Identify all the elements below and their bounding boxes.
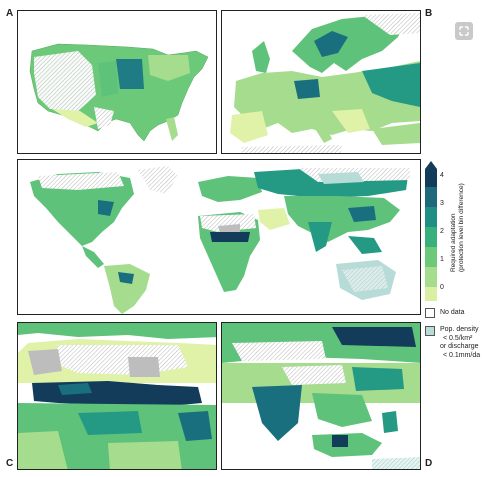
colorbar-title-line2: (protection level bin difference) (457, 183, 465, 272)
colorbar-tick-0: 0 (440, 284, 444, 291)
europe-africa-hatch (242, 145, 342, 153)
europe-north-hatch (362, 13, 420, 35)
africa-east-dark (178, 411, 212, 441)
europe-germany-dark (294, 79, 320, 99)
europe-italy (310, 111, 332, 143)
world-north-america (30, 172, 134, 246)
no-data-label: No data (440, 309, 465, 316)
europe-iberia (230, 111, 268, 143)
world-china-dark (348, 206, 376, 222)
usa-southwest-light (52, 109, 98, 127)
no-data-swatch (425, 308, 435, 318)
asia-map (222, 323, 420, 469)
usa-mississippi-dark (116, 59, 144, 89)
usa-map (29, 43, 209, 142)
usa-west-hatched (34, 51, 96, 111)
world-siberia-sparse (318, 172, 364, 184)
usa-texas-hatch (94, 107, 114, 129)
africa-south-light (108, 441, 182, 469)
europe-balkans (332, 109, 370, 133)
africa-sahel-dark (32, 381, 202, 407)
panel-usa-map (17, 10, 217, 154)
colorbar-gradient (425, 161, 437, 301)
expand-button[interactable] (455, 22, 473, 40)
colorbar-title: Required adaptation (protection level bi… (450, 183, 465, 272)
europe-east-teal (362, 63, 420, 107)
europe-turkey (372, 123, 420, 145)
africa-europe-top (18, 323, 216, 339)
asia-china-dark (352, 367, 404, 391)
world-sahara-hatch (200, 214, 256, 232)
world-central-america (82, 246, 104, 268)
asia-australia-sparse (372, 457, 420, 469)
colorbar-tick-3: 3 (440, 200, 444, 207)
sparse-line3: or discharge (440, 343, 479, 350)
panel-label-a: A (6, 8, 14, 19)
colorbar-title-line1: Required adaptation (450, 213, 457, 272)
expand-icon (459, 26, 469, 36)
world-greenland (138, 166, 178, 194)
sparse-legend-text: Pop. density < 0.5/km² or discharge < 0.… (440, 326, 482, 360)
europe-uk (252, 41, 270, 73)
africa-nodata-1 (28, 349, 62, 375)
world-na-dark (98, 200, 114, 216)
sparse-line4: < 0.1mm/da (443, 351, 481, 359)
colorbar (425, 161, 437, 301)
asia-philippines (382, 411, 398, 433)
usa-great-plains-mid (98, 61, 118, 97)
asia-north-dark (332, 327, 416, 347)
world-india (308, 222, 332, 252)
europe-scandinavia (292, 15, 406, 73)
asia-tibet-hatch (282, 365, 346, 385)
colorbar-tick-2: 2 (440, 228, 444, 235)
usa-east-light (148, 55, 190, 81)
sparse-line1: Pop. density (440, 326, 479, 333)
panel-label-b: B (425, 8, 433, 19)
world-map (30, 166, 410, 314)
world-europe (198, 176, 262, 202)
world-sahel-nodata (218, 224, 240, 232)
world-sahel-dark (210, 232, 250, 242)
africa-central-dark (78, 411, 142, 435)
panel-asia-map (221, 322, 421, 470)
world-australia-hatch (342, 266, 388, 292)
panel-label-d: D (425, 458, 433, 469)
panel-africa-map (17, 322, 217, 470)
world-asia (284, 196, 400, 242)
sparse-swatch (425, 326, 435, 336)
panel-world-map (17, 159, 421, 315)
colorbar-tick-4: 4 (440, 172, 444, 179)
sparse-line2: < 0.5/km² (443, 334, 473, 342)
africa-nodata-2 (128, 357, 160, 377)
world-se-asia (348, 236, 382, 254)
africa-map (18, 323, 216, 469)
world-sa-dark (118, 272, 134, 284)
europe-map (230, 13, 420, 153)
world-na-north-hatch (38, 172, 124, 190)
africa-sahel-teal (58, 383, 92, 395)
asia-borneo-dark (332, 435, 348, 447)
colorbar-tick-1: 1 (440, 256, 444, 263)
asia-southeast (312, 393, 372, 427)
world-middle-east (258, 208, 290, 230)
africa-southwest-light (18, 431, 68, 469)
asia-india (252, 385, 302, 441)
panel-europe-map (221, 10, 421, 154)
usa-florida (166, 117, 178, 141)
world-south-america (104, 264, 150, 314)
asia-north-hatch (232, 341, 326, 361)
panel-label-c: C (6, 458, 14, 469)
europe-scandinavia-dark (314, 31, 348, 57)
